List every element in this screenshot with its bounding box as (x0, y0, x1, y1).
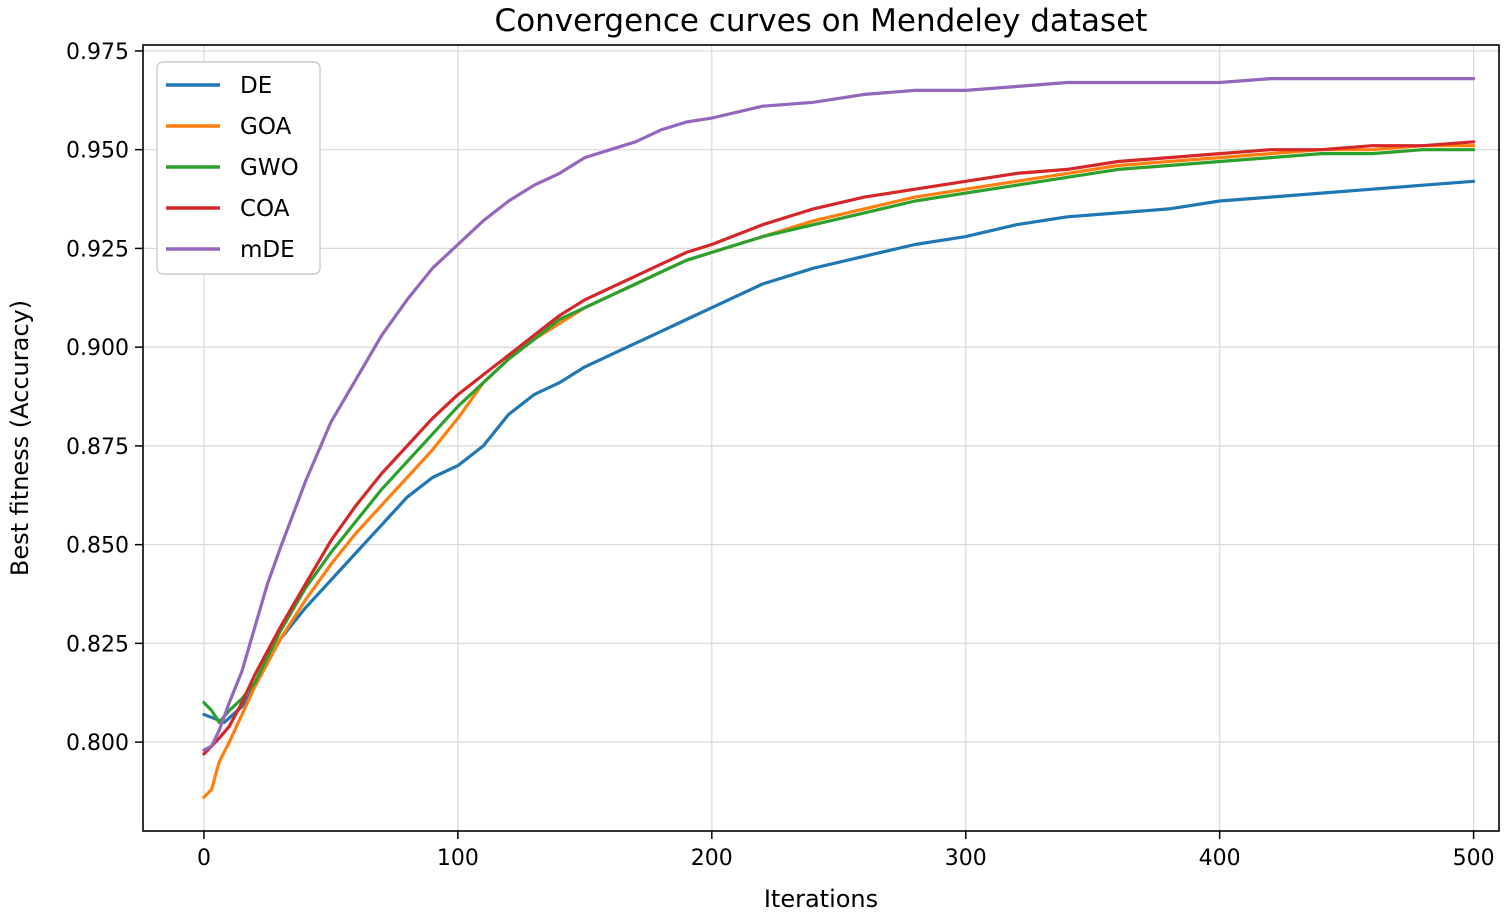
y-tick-label: 0.900 (66, 336, 129, 361)
legend-label-coa: COA (240, 196, 290, 222)
y-tick-label: 0.875 (66, 435, 129, 460)
x-tick-label: 100 (437, 846, 479, 871)
legend-items: DE GOA GWO COA mDE (166, 73, 299, 263)
x-tick-label: 0 (197, 846, 211, 871)
legend-label-gwo: GWO (240, 155, 299, 181)
series-line-de (202, 179, 1476, 725)
x-axis-label: Iterations (764, 885, 878, 913)
y-tick-label: 0.975 (66, 40, 129, 65)
y-tick-label: 0.925 (66, 237, 129, 262)
y-tick-label: 0.950 (66, 139, 129, 164)
chart-title: Convergence curves on Mendeley dataset (495, 3, 1148, 39)
series-lines (202, 76, 1476, 800)
axes-frame (142, 44, 1500, 832)
series-line-gwo (202, 148, 1476, 725)
y-axis-label: Best fitness (Accuracy) (6, 300, 34, 576)
legend-label-de: DE (240, 73, 272, 99)
x-tick-label: 200 (691, 846, 733, 871)
legend-label-goa: GOA (240, 114, 292, 140)
series-line-coa (202, 140, 1476, 756)
legend-box (156, 61, 321, 275)
grid (143, 45, 1499, 831)
ticks: 0 100 200 300 400 500 0.800 0.825 0.850 0.875 0.90… (66, 40, 1495, 871)
x-tick-label: 500 (1453, 846, 1495, 871)
legend: DE GOA GWO COA mDE (156, 61, 321, 275)
series-line-mde (202, 76, 1476, 752)
y-tick-label: 0.800 (66, 731, 129, 756)
y-tick-label: 0.850 (66, 534, 129, 559)
x-tick-label: 300 (945, 846, 987, 871)
legend-label-mde: mDE (240, 237, 295, 263)
x-tick-label: 400 (1199, 846, 1241, 871)
y-tick-label: 0.825 (66, 632, 129, 657)
